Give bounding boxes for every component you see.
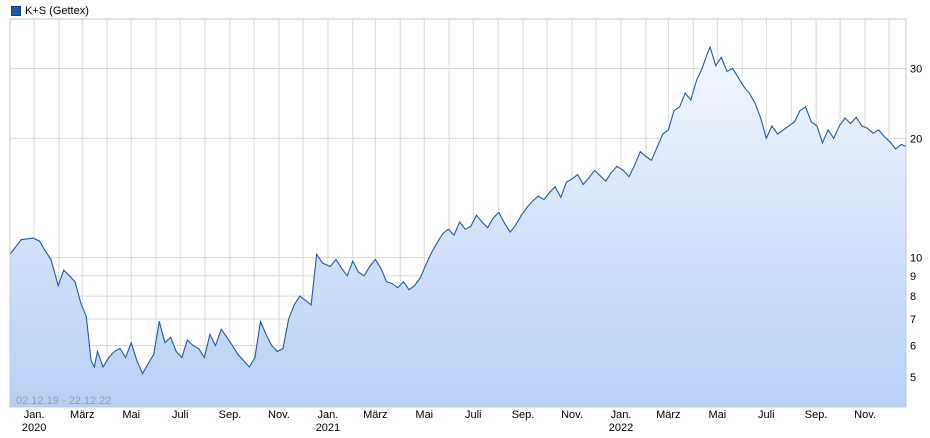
x-tick-label: Sep. — [805, 409, 828, 421]
x-tick-label: März — [656, 409, 680, 421]
x-tick-label: Jan. — [611, 409, 632, 421]
x-tick-label: Mai — [122, 409, 140, 421]
x-tick-label: Juli — [465, 409, 482, 421]
x-tick-label: Jan. — [318, 409, 339, 421]
y-tick-label: 7 — [910, 314, 916, 326]
y-tick-label: 8 — [910, 291, 916, 303]
x-tick-label: Sep. — [512, 409, 535, 421]
y-tick-label: 5 — [910, 372, 916, 384]
x-tick-year: 2022 — [609, 422, 633, 434]
x-tick-year: 2021 — [316, 422, 340, 434]
x-tick-label: März — [70, 409, 94, 421]
x-tick-label: Jan. — [24, 409, 45, 421]
x-tick-label: Juli — [172, 409, 189, 421]
x-tick-year: 2020 — [22, 422, 46, 434]
legend-label: K+S (Gettex) — [25, 5, 89, 17]
y-axis: 5 6 7 8 9 10 20 30 — [910, 64, 922, 384]
date-range-label: 02.12.19 - 22.12.22 — [16, 395, 111, 407]
legend-swatch — [11, 6, 21, 16]
y-tick-label: 9 — [910, 271, 916, 283]
x-tick-label: Nov. — [561, 409, 583, 421]
price-line — [9, 45, 907, 375]
x-tick-label: Nov. — [854, 409, 876, 421]
x-tick-label: Mai — [415, 409, 433, 421]
x-tick-label: Mai — [708, 409, 726, 421]
y-tick-label: 30 — [910, 64, 922, 76]
x-tick-label: Nov. — [268, 409, 290, 421]
y-tick-label: 6 — [910, 341, 916, 353]
y-tick-label: 10 — [910, 253, 922, 265]
legend[interactable]: K+S (Gettex) — [11, 5, 89, 17]
plot-frame — [9, 18, 907, 408]
y-tick-label: 20 — [910, 133, 922, 145]
x-tick-label: Sep. — [219, 409, 242, 421]
x-tick-label: März — [363, 409, 387, 421]
x-tick-label: Juli — [758, 409, 775, 421]
